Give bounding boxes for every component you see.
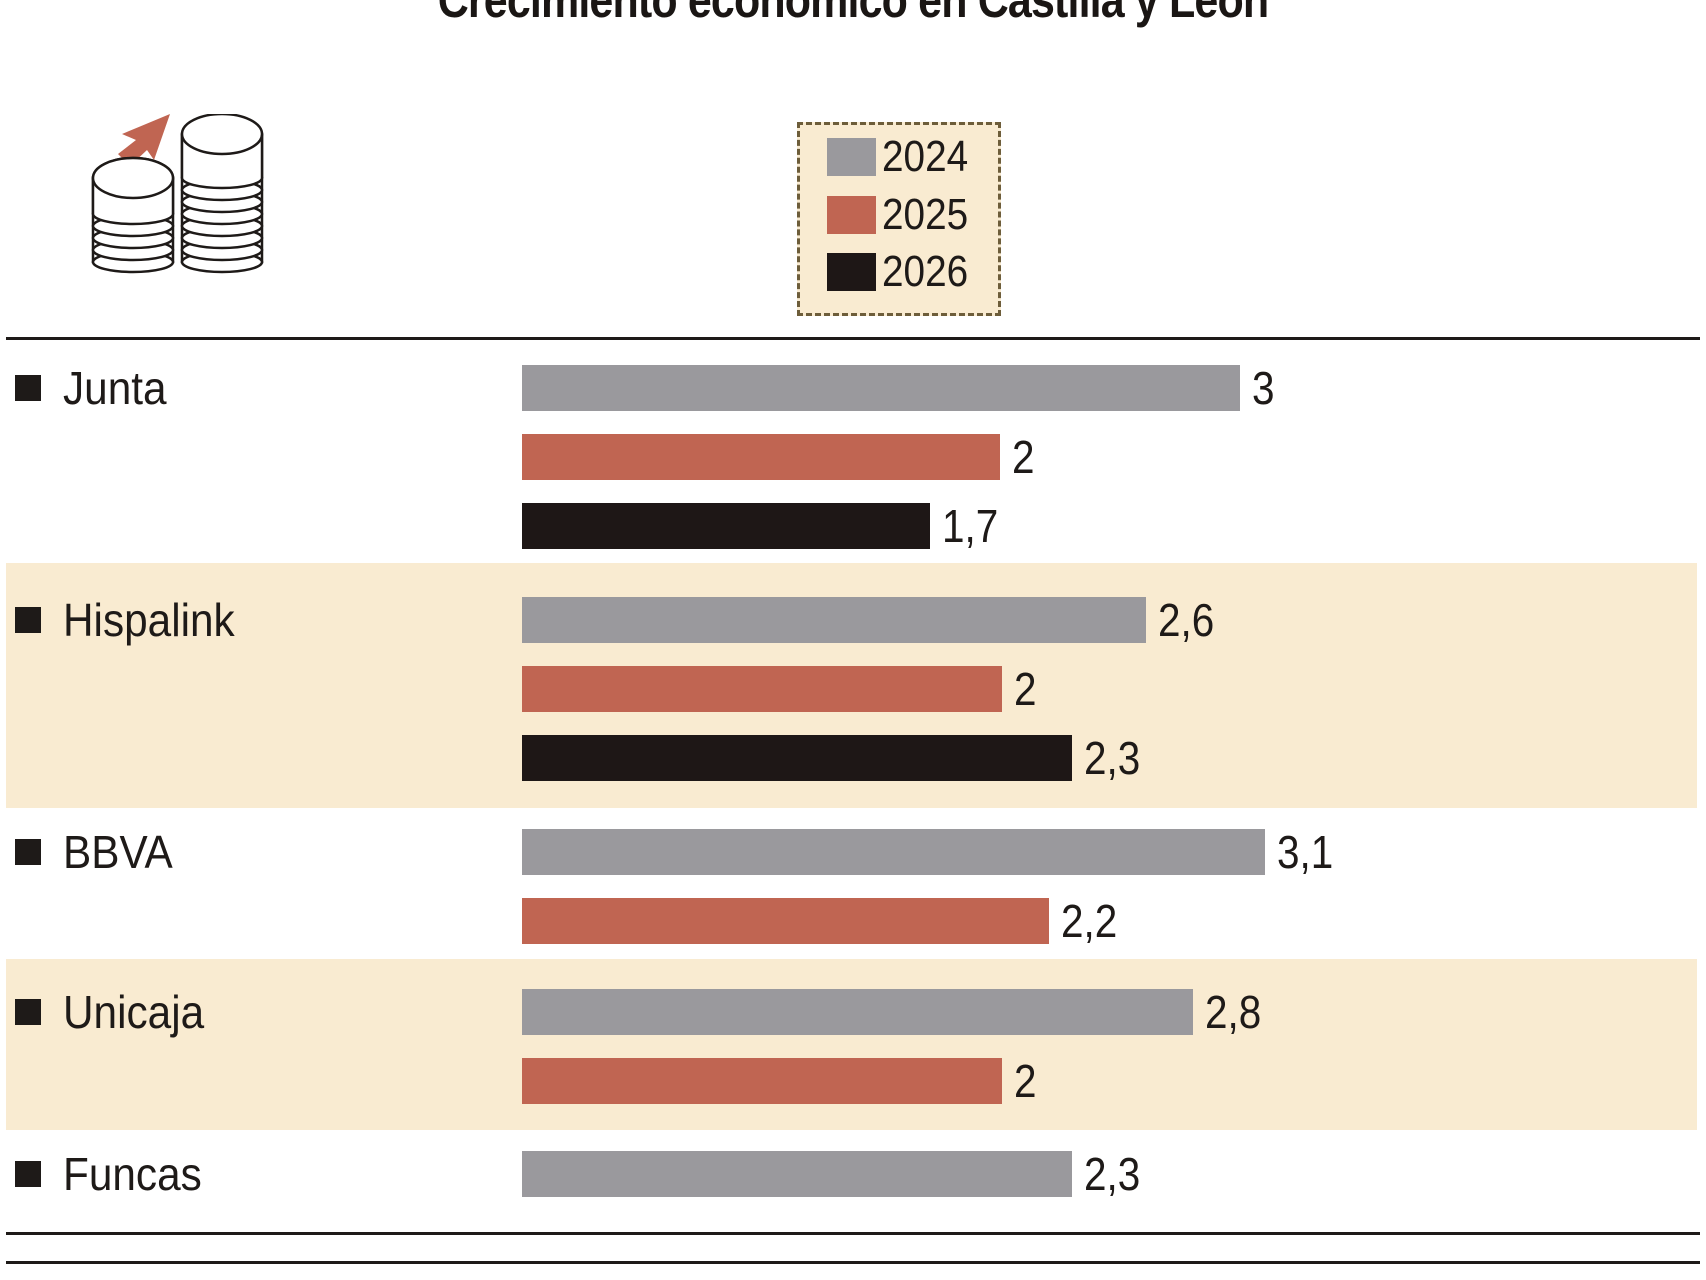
bar-unicaja-2025 [522, 1058, 1002, 1104]
bar-hispalink-2024 [522, 597, 1146, 643]
value-label: 2,8 [1205, 986, 1262, 1038]
legend-item-2026: 2026 [827, 247, 980, 296]
value-label: 3 [1252, 362, 1275, 414]
bar-unicaja-2024 [522, 989, 1193, 1035]
legend-swatch-2024 [827, 138, 876, 176]
bullet-icon [15, 999, 41, 1025]
legend-swatch-2026 [827, 253, 876, 291]
category-junta: Junta [15, 365, 176, 411]
category-label: Junta [63, 362, 167, 414]
coins-growth-icon [91, 114, 264, 274]
category-hispalink: Hispalink [15, 597, 250, 643]
category-unicaja: Unicaja [15, 989, 216, 1035]
bar-junta-2025 [522, 434, 1000, 480]
value-label: 2 [1014, 1055, 1037, 1107]
legend-item-2024: 2024 [827, 132, 980, 181]
bar-hispalink-2026 [522, 735, 1072, 781]
legend-swatch-2025 [827, 196, 876, 234]
bar-bbva-2025 [522, 898, 1049, 944]
value-label: 2 [1012, 431, 1035, 483]
value-label: 2,6 [1158, 594, 1215, 646]
bar-hispalink-2025 [522, 666, 1002, 712]
bar-funcas-2024 [522, 1151, 1072, 1197]
value-label: 2,2 [1061, 895, 1118, 947]
bullet-icon [15, 1161, 41, 1187]
value-label: 2,3 [1084, 732, 1141, 784]
top-divider [6, 337, 1700, 340]
bar-junta-2024 [522, 365, 1240, 411]
bar-junta-2026 [522, 503, 930, 549]
legend-item-2025: 2025 [827, 190, 980, 239]
category-label: BBVA [63, 826, 173, 878]
category-label: Hispalink [63, 594, 235, 646]
band-unicaja [6, 959, 1697, 1130]
legend-label: 2024 [882, 132, 969, 181]
bullet-icon [15, 839, 41, 865]
category-funcas: Funcas [15, 1151, 214, 1197]
value-label: 3,1 [1277, 826, 1334, 878]
bottom-divider-2 [6, 1261, 1700, 1264]
value-label: 2 [1014, 663, 1037, 715]
category-label: Funcas [63, 1148, 202, 1200]
legend: 2024 2025 2026 [797, 122, 1001, 316]
chart-title: Crecimiento económico en Castilla y León [437, 0, 1269, 28]
value-label: 2,3 [1084, 1148, 1141, 1200]
bar-bbva-2024 [522, 829, 1265, 875]
category-label: Unicaja [63, 986, 205, 1038]
legend-label: 2026 [882, 247, 969, 296]
bullet-icon [15, 607, 41, 633]
category-bbva: BBVA [15, 829, 182, 875]
legend-label: 2025 [882, 190, 969, 239]
bottom-divider-1 [6, 1232, 1700, 1235]
bullet-icon [15, 375, 41, 401]
value-label: 1,7 [942, 500, 999, 552]
